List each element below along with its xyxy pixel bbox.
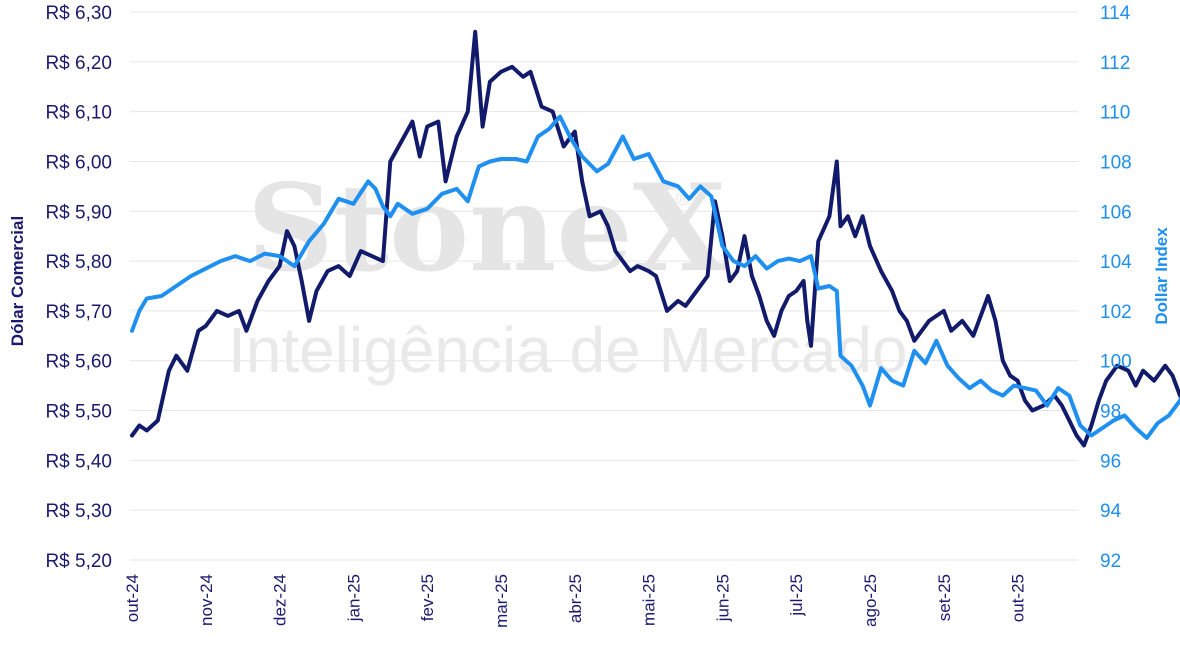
right-tick-label: 94	[1100, 501, 1122, 522]
left-axis-ticks: R$ 6,30 R$ 6,20 R$ 6,10 R$ 6,00 R$ 5,90 R$ 5,…	[45, 3, 112, 572]
right-tick-label: 100	[1100, 352, 1132, 373]
left-tick-label: R$ 6,30	[45, 3, 112, 24]
x-tick-label: set-25	[935, 574, 954, 621]
x-tick-label: abr-25	[566, 574, 585, 623]
x-tick-label: mar-25	[492, 574, 511, 628]
right-tick-label: 98	[1100, 402, 1121, 423]
watermark-subtitle: Inteligência de Mercado	[228, 314, 908, 386]
left-tick-label: R$ 5,30	[45, 501, 112, 522]
right-axis-title: Dollar Index	[1152, 227, 1171, 325]
right-tick-label: 104	[1100, 252, 1132, 273]
x-axis-ticks: out-24 nov-24 dez-24 jan-25 fev-25 mar-25 abr-…	[123, 574, 1028, 628]
x-tick-label: out-24	[123, 574, 142, 622]
series-line-dxy	[130, 114, 1180, 440]
left-tick-label: R$ 6,20	[45, 53, 112, 74]
left-tick-label: R$ 5,80	[45, 252, 112, 273]
left-tick-label: R$ 6,00	[45, 152, 112, 173]
x-tick-label: jan-25	[344, 574, 363, 622]
right-tick-label: 114	[1100, 3, 1131, 24]
left-tick-label: R$ 5,60	[45, 352, 112, 373]
x-tick-label: out-25	[1009, 574, 1028, 622]
right-tick-label: 92	[1100, 551, 1121, 572]
right-tick-label: 106	[1100, 202, 1132, 223]
x-tick-label: dez-24	[271, 574, 290, 626]
x-tick-label: ago-25	[861, 574, 880, 627]
left-tick-label: R$ 5,20	[45, 551, 112, 572]
left-tick-label: R$ 5,40	[45, 451, 112, 472]
left-tick-label: R$ 5,90	[45, 202, 112, 223]
x-tick-label: jul-25	[787, 574, 806, 617]
x-tick-label: jun-25	[713, 574, 732, 622]
right-axis-ticks: 114 112 110 108 106 104 102 100 98 96 94 92	[1100, 3, 1132, 572]
left-axis-title: Dólar Comercial	[8, 216, 27, 346]
series-group	[130, 29, 1180, 448]
left-tick-label: R$ 5,70	[45, 302, 112, 323]
left-tick-label: R$ 6,10	[45, 103, 112, 124]
x-tick-label: fev-25	[418, 574, 437, 621]
left-tick-label: R$ 5,50	[45, 402, 112, 423]
right-tick-label: 96	[1100, 451, 1121, 472]
right-tick-label: 108	[1100, 152, 1132, 173]
right-tick-label: 102	[1100, 302, 1132, 323]
series-line-usdbrl	[130, 29, 1180, 448]
x-tick-label: mai-25	[640, 574, 659, 626]
x-tick-label: nov-24	[197, 574, 216, 626]
right-tick-label: 112	[1100, 53, 1130, 74]
right-tick-label: 110	[1100, 103, 1130, 124]
